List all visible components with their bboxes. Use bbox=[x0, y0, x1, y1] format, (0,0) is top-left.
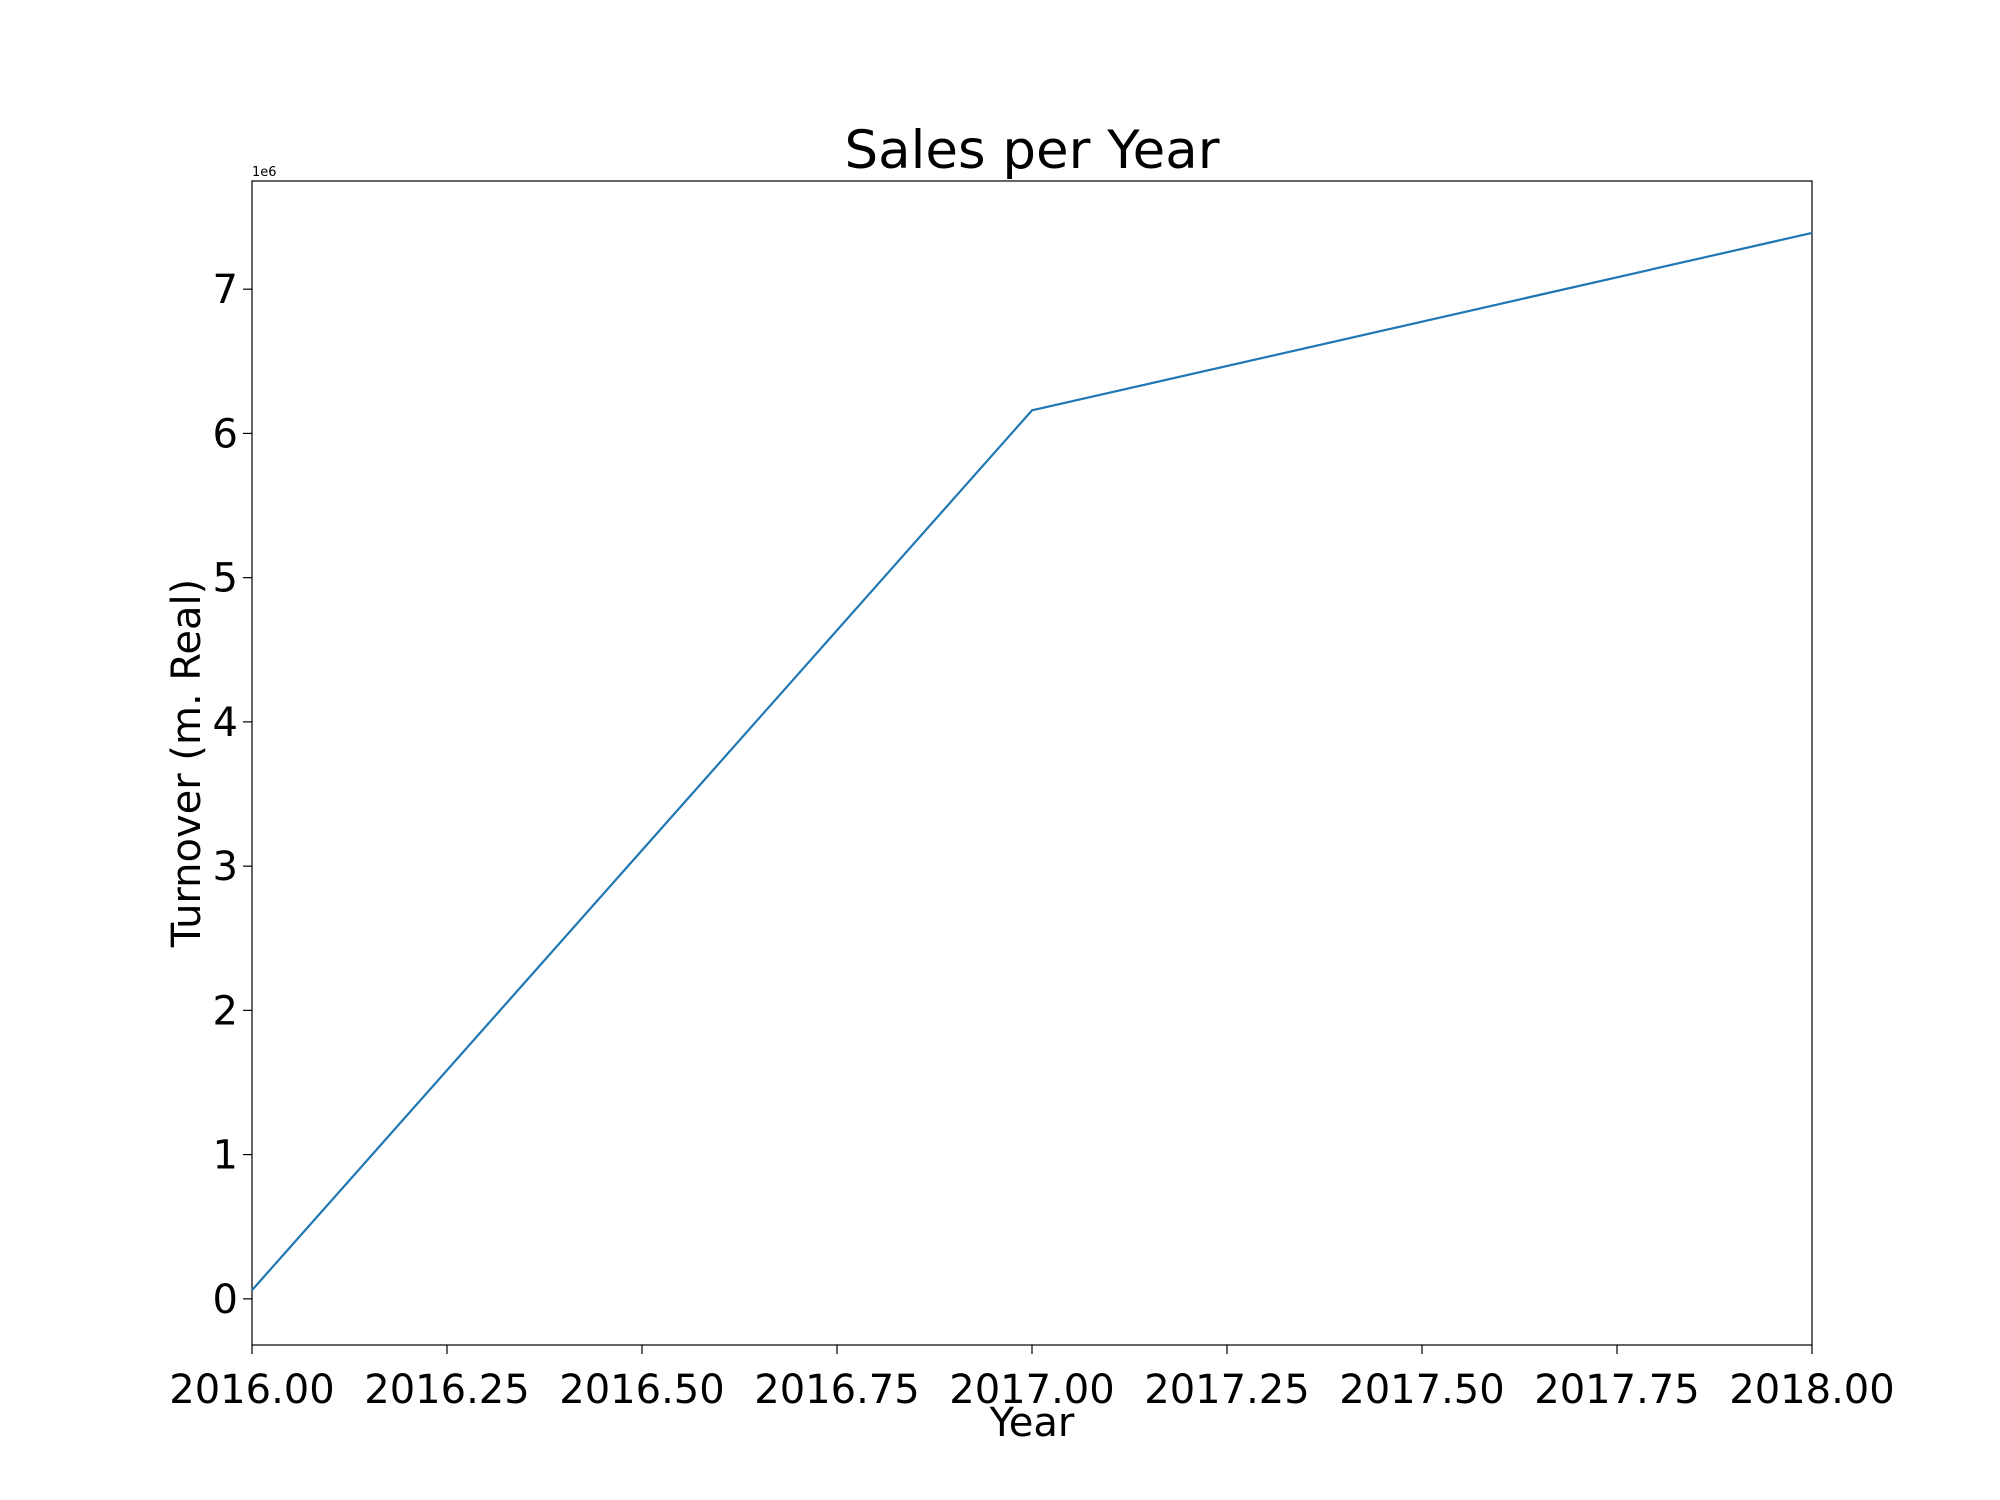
y-axis-label: Turnover (m. Real) bbox=[164, 579, 210, 949]
y-tick-label: 3 bbox=[213, 844, 238, 890]
y-offset-label: 1e6 bbox=[252, 165, 277, 180]
x-tick-label: 2017.00 bbox=[949, 1367, 1114, 1413]
y-axis: 0 1 2 3 4 5 6 7 bbox=[213, 267, 252, 1323]
plot-frame bbox=[251, 180, 1813, 1346]
plot-area bbox=[251, 180, 1813, 1346]
x-tick-label: 2016.00 bbox=[169, 1367, 334, 1413]
y-tick-label: 1 bbox=[213, 1133, 238, 1179]
x-axis-label: Year bbox=[989, 1400, 1075, 1446]
y-tick-label: 2 bbox=[213, 988, 238, 1034]
x-tick-label: 2016.25 bbox=[364, 1367, 529, 1413]
x-tick-label: 2017.75 bbox=[1534, 1367, 1699, 1413]
y-tick-label: 5 bbox=[213, 556, 238, 602]
series-line bbox=[251, 231, 1813, 1291]
chart-title: Sales per Year bbox=[844, 120, 1219, 181]
x-tick-label: 2017.50 bbox=[1339, 1367, 1504, 1413]
y-tick-label: 4 bbox=[213, 700, 238, 746]
y-tick-label: 7 bbox=[213, 267, 238, 313]
y-tick-label: 6 bbox=[213, 411, 238, 457]
x-axis: 2016.00 2016.25 2016.50 2016.75 2017.00 2017.… bbox=[169, 1345, 1895, 1413]
x-tick-label: 2016.50 bbox=[559, 1367, 724, 1413]
y-tick-label: 0 bbox=[213, 1277, 238, 1323]
x-tick-label: 2017.25 bbox=[1144, 1367, 1309, 1413]
x-tick-label: 2018.00 bbox=[1729, 1367, 1894, 1413]
x-tick-label: 2016.75 bbox=[754, 1367, 919, 1413]
